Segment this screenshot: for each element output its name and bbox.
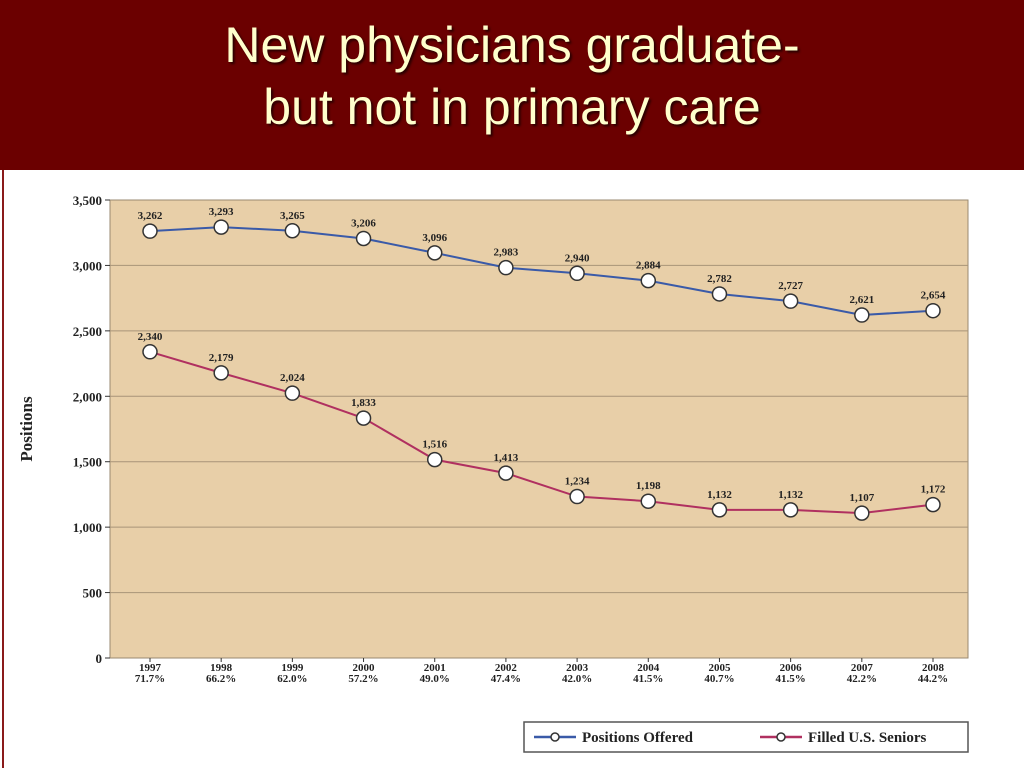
- legend-entry-2: Filled U.S. Seniors: [808, 730, 927, 746]
- x-tick-label: 1999: [281, 662, 304, 674]
- data-point-2: [854, 505, 870, 521]
- data-point-1: [284, 223, 301, 239]
- y-tick-label: 1,000: [73, 520, 102, 535]
- data-label-1: 2,654: [921, 290, 946, 302]
- data-label-2: 2,024: [280, 372, 305, 384]
- y-tick-label: 3,000: [73, 258, 102, 273]
- x-tick-label: 2003: [566, 662, 589, 674]
- y-axis-label: Positions: [17, 396, 36, 462]
- data-point-1: [640, 272, 657, 289]
- x-tick-sublabel: 44.2%: [918, 673, 948, 685]
- data-label-2: 1,833: [351, 397, 376, 409]
- x-tick-sublabel: 62.0%: [277, 673, 307, 685]
- legend-swatch-marker-2: [776, 732, 786, 742]
- y-tick-label: 500: [83, 586, 103, 601]
- data-label-2: 1,132: [707, 489, 732, 501]
- x-tick-sublabel: 57.2%: [348, 673, 378, 685]
- x-tick-sublabel: 49.0%: [420, 673, 450, 685]
- data-point-1: [213, 219, 229, 235]
- series-line-1: [149, 226, 934, 317]
- data-point-1: [782, 293, 799, 309]
- x-tick-label: 1997: [139, 662, 162, 674]
- data-label-1: 2,621: [849, 294, 874, 306]
- data-label-2: 1,132: [778, 489, 803, 501]
- data-point-1: [426, 245, 443, 261]
- data-point-2: [355, 410, 372, 426]
- data-label-1: 3,265: [280, 210, 305, 222]
- y-tick-label: 3,500: [73, 193, 102, 208]
- slide-header: New physicians graduate- but not in prim…: [0, 0, 1024, 170]
- y-tick-label: 1,500: [73, 455, 102, 470]
- legend-swatch-marker-1: [550, 732, 560, 742]
- data-point-2: [426, 451, 443, 468]
- plot-area: [109, 199, 969, 659]
- data-point-1: [711, 286, 728, 302]
- data-point-1: [498, 259, 514, 276]
- slide-title-line-1: New physicians graduate-: [224, 17, 800, 73]
- data-point-1: [355, 230, 372, 247]
- x-tick-label: 2007: [851, 662, 874, 674]
- x-tick-sublabel: 42.2%: [847, 673, 877, 685]
- slide-edge-line: [2, 170, 4, 768]
- data-label-1: 3,096: [422, 232, 447, 244]
- data-point-2: [569, 488, 585, 505]
- x-tick-sublabel: 71.7%: [135, 673, 165, 685]
- data-point-2: [213, 365, 229, 381]
- x-tick-label: 2004: [637, 662, 660, 674]
- slide-title: New physicians graduate- but not in prim…: [0, 14, 1024, 138]
- x-tick-sublabel: 41.5%: [776, 673, 806, 685]
- x-tick-sublabel: 41.5%: [633, 673, 663, 685]
- data-point-2: [142, 344, 158, 360]
- x-tick-label: 2002: [495, 662, 518, 674]
- x-tick-sublabel: 42.0%: [562, 673, 592, 685]
- data-point-2: [498, 465, 514, 481]
- data-label-2: 1,516: [422, 439, 447, 451]
- x-tick-label: 1998: [210, 662, 233, 674]
- data-point-2: [925, 496, 941, 513]
- legend-entry-1: Positions Offered: [582, 730, 694, 746]
- data-label-1: 2,782: [707, 273, 732, 285]
- data-label-2: 1,198: [636, 480, 661, 492]
- data-point-1: [142, 223, 158, 239]
- data-label-1: 2,983: [494, 247, 519, 259]
- data-label-1: 2,940: [565, 252, 590, 264]
- x-tick-label: 2005: [708, 662, 731, 674]
- y-tick-label: 2,000: [73, 389, 102, 404]
- x-tick-label: 2006: [780, 662, 803, 674]
- data-point-1: [925, 302, 941, 319]
- data-label-1: 2,727: [778, 280, 803, 292]
- data-point-1: [854, 307, 870, 323]
- x-tick-label: 2008: [922, 662, 945, 674]
- data-label-2: 2,340: [138, 331, 163, 343]
- data-label-1: 3,206: [351, 217, 376, 229]
- x-tick-sublabel: 47.4%: [491, 673, 521, 685]
- data-label-2: 1,413: [494, 452, 519, 464]
- data-point-2: [782, 502, 799, 518]
- x-tick-label: 2001: [424, 662, 446, 674]
- data-label-2: 1,172: [921, 484, 946, 496]
- y-tick-label: 2,500: [73, 324, 102, 339]
- data-point-2: [711, 502, 728, 518]
- data-label-2: 1,234: [565, 476, 590, 488]
- data-label-1: 2,884: [636, 260, 661, 272]
- slide-title-line-2: but not in primary care: [263, 79, 761, 135]
- series-line-2: [149, 350, 934, 515]
- data-label-2: 2,179: [209, 352, 234, 364]
- data-point-1: [569, 265, 585, 282]
- data-label-2: 1,107: [849, 492, 874, 504]
- y-tick-label: 0: [96, 651, 103, 666]
- data-label-1: 3,262: [138, 210, 163, 222]
- data-point-2: [640, 493, 657, 509]
- legend-box: [523, 721, 969, 753]
- data-point-2: [284, 385, 301, 401]
- data-label-1: 3,293: [209, 206, 234, 218]
- x-tick-sublabel: 66.2%: [206, 673, 236, 685]
- x-tick-sublabel: 40.7%: [704, 673, 734, 685]
- x-tick-label: 2000: [353, 662, 376, 674]
